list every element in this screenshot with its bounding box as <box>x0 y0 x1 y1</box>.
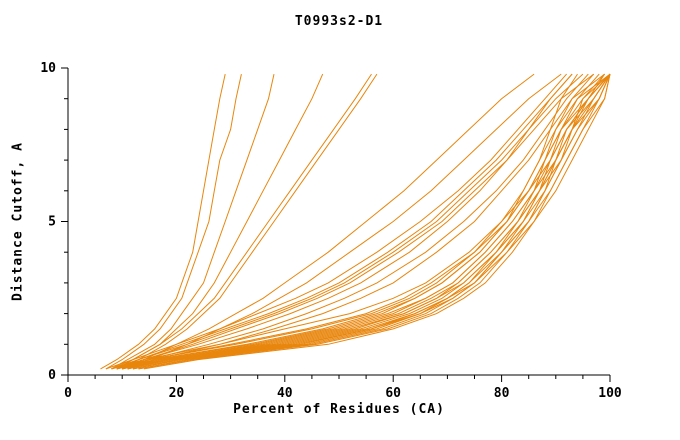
data-curve <box>132 73 611 370</box>
y-tick-label: 5 <box>48 215 56 230</box>
x-tick-label: 20 <box>169 386 185 401</box>
data-curve <box>116 73 611 370</box>
data-curve <box>138 73 606 370</box>
data-curve <box>122 73 578 370</box>
data-curve <box>116 73 535 370</box>
data-curve <box>121 73 378 370</box>
data-curve <box>105 73 567 370</box>
data-curve <box>116 73 611 370</box>
data-curve <box>127 73 595 370</box>
y-tick-label: 0 <box>48 368 56 383</box>
x-tick-label: 0 <box>64 386 72 401</box>
y-tick-label: 10 <box>40 61 56 76</box>
data-curve <box>132 73 611 370</box>
x-axis-label: Percent of Residues (CA) <box>233 402 445 417</box>
data-curve <box>143 73 611 370</box>
data-curve <box>100 73 226 370</box>
data-curve <box>111 73 573 370</box>
data-curve <box>122 73 589 370</box>
data-curve <box>116 73 584 370</box>
data-curve <box>111 73 611 370</box>
data-curve <box>105 73 242 370</box>
data-curve <box>116 73 573 370</box>
data-curve <box>116 73 600 370</box>
data-curve <box>111 73 372 370</box>
data-curve <box>122 73 611 370</box>
data-curve <box>127 73 611 370</box>
x-tick-label: 40 <box>277 386 293 401</box>
data-curve <box>116 73 324 370</box>
data-curve <box>122 73 562 370</box>
x-tick-label: 80 <box>494 386 510 401</box>
data-curve <box>111 73 275 370</box>
x-tick-label: 100 <box>598 386 622 401</box>
x-tick-label: 60 <box>385 386 401 401</box>
chart-title: T0993s2-D1 <box>294 14 384 29</box>
